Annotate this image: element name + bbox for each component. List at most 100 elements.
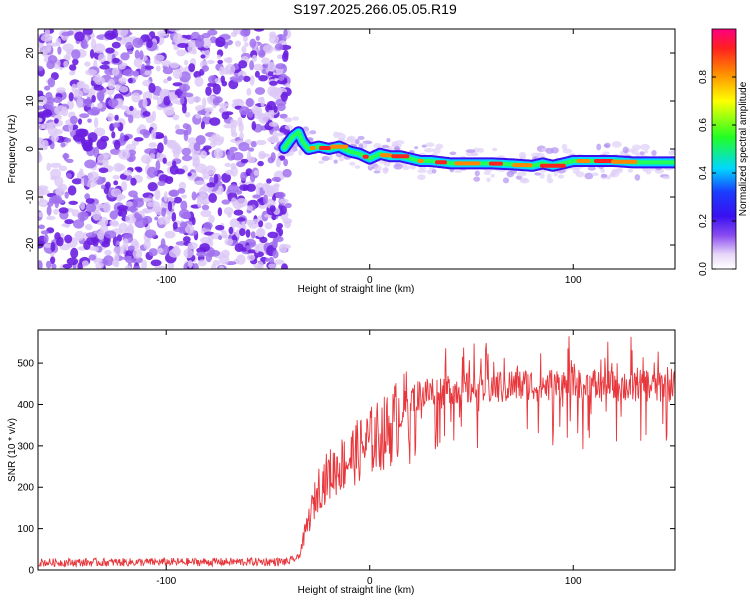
noise-blob [278,74,284,82]
noise-blob [271,176,281,182]
noise-blob [85,202,97,213]
noise-blob [125,143,137,152]
noise-blob [118,77,127,84]
noise-blob [77,262,83,269]
noise-blob [107,98,119,108]
noise-blob [83,174,88,186]
trace-hotspot [593,159,614,163]
noise-blob [57,46,62,55]
x-tick-label: -100 [156,275,176,286]
colorbar-tick-label: 0.2 [698,214,709,228]
noise-blob [202,38,212,49]
noise-blob [188,260,193,269]
noise-blob [204,107,214,113]
noise-blob [110,188,122,198]
colorbar: 0.0 0.2 0.4 0.6 0.8 Normalized spectral ampl… [698,28,749,276]
noise-blob [155,65,161,72]
noise-blob [181,155,193,162]
halo-blob [357,135,365,140]
trace-hotspot [309,146,316,150]
noise-blob [258,49,266,58]
noise-blob [131,113,142,119]
noise-blob [241,220,246,230]
noise-blob [242,35,248,43]
halo-blob [492,147,498,152]
noise-blob [269,34,279,44]
noise-blob [278,243,288,254]
noise-blob [114,114,119,121]
noise-blob [142,111,151,117]
noise-blob [89,49,95,59]
noise-blob [267,109,275,121]
halo-blob [391,143,402,148]
noise-blob [162,67,174,75]
noise-blob [61,106,69,117]
noise-blob [93,117,99,128]
noise-blob [262,63,269,69]
noise-blob [116,196,122,202]
noise-blob [275,191,286,199]
noise-blob [258,113,269,124]
noise-blob [218,103,229,108]
noise-blob [279,198,289,204]
noise-blob [70,247,79,259]
noise-blob [47,42,52,53]
halo-blob [670,149,675,154]
noise-blob [178,181,187,191]
noise-blob [136,167,143,173]
signal-trace [278,126,675,172]
noise-blob [282,52,289,63]
noise-blob [157,180,166,186]
noise-blob [257,228,265,238]
noise-blob [163,191,168,203]
noise-blob [116,164,126,171]
noise-blob [244,42,249,47]
noise-blob [111,131,116,139]
noise-blob [156,96,162,106]
noise-blob [64,234,73,244]
noise-blob [209,249,221,257]
noise-blob [95,262,104,269]
y-tick-label: 300 [17,441,34,452]
noise-blob [220,75,225,84]
noise-blob [111,41,121,49]
noise-blob [154,216,159,221]
noise-blob [120,105,129,110]
noise-blob [177,43,189,48]
noise-blob [205,111,210,118]
noise-blob [136,110,142,115]
noise-blob [250,231,256,239]
noise-blob [67,185,77,196]
noise-blob [40,230,49,235]
noise-blob [267,156,275,164]
noise-blob [171,212,177,222]
noise-blob [79,168,84,177]
trace-hotspot [488,161,503,166]
noise-blob [127,50,133,55]
noise-blob [209,176,214,184]
noise-blob [208,215,215,224]
noise-blob [180,200,188,211]
noise-blob [97,153,109,164]
noise-blob [167,201,173,212]
noise-blob [199,243,211,252]
noise-blob [155,160,161,171]
noise-blob [50,241,56,252]
noise-blob [160,238,166,250]
noise-blob [55,186,65,197]
noise-blob [226,56,233,64]
halo-blob [553,170,559,177]
noise-blob [152,94,159,101]
noise-blob [130,177,137,186]
noise-blob [39,195,44,203]
noise-blob [101,176,106,183]
noise-blob [60,142,66,148]
noise-blob [172,221,178,230]
y-tick-label: -20 [25,237,36,252]
noise-blob [249,60,255,71]
noise-blob [85,198,95,204]
noise-blob [168,248,181,258]
noise-blob [83,144,93,152]
noise-blob [164,230,176,239]
